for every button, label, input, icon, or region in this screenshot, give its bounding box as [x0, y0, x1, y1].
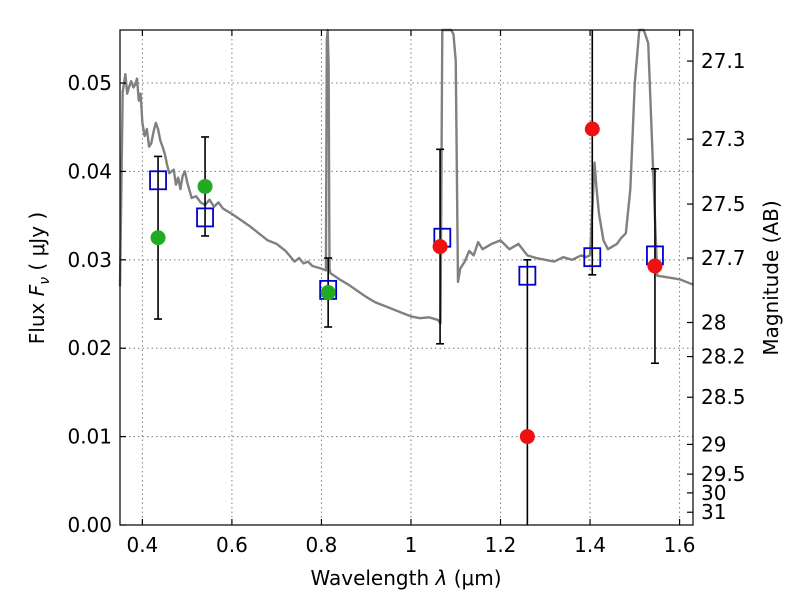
y2-tick-label-7: 29	[701, 432, 726, 456]
x-tick-label-2: 0.8	[306, 533, 338, 557]
y-tick-label-1: 0.01	[67, 425, 112, 449]
y2-tick-label-5: 28.2	[701, 345, 746, 369]
y2-tick-label-2: 27.5	[701, 192, 746, 216]
y2-tick-label-3: 27.7	[701, 246, 746, 270]
nondetections-marker-3	[647, 258, 663, 274]
model-photometry-marker-0	[149, 170, 167, 191]
y2-axis-label: Magnitude (AB)	[759, 200, 783, 355]
detections-marker-2	[320, 285, 336, 301]
x-axis-ticks: 0.4 0.6 0.8 1 1.2 1.4 1.6	[126, 30, 695, 557]
y-tick-label-0: 0.00	[67, 513, 112, 537]
y2-tick-label-4: 28	[701, 311, 726, 335]
x-tick-label-3: 1	[405, 533, 418, 557]
y-tick-label-3: 0.03	[67, 248, 112, 272]
y-axis-label: Flux Fν ( μJy )	[25, 212, 53, 344]
x-tick-label-4: 1.2	[485, 533, 517, 557]
y-tick-label-5: 0.05	[67, 71, 112, 95]
detections-marker-0	[150, 230, 166, 246]
y2-tick-label-10: 31	[701, 500, 726, 524]
nondetections-marker-2	[584, 121, 600, 137]
nondetections-marker-1	[519, 429, 535, 445]
nondetections-marker-0	[432, 239, 448, 255]
x-tick-label-1: 0.6	[216, 533, 248, 557]
grid	[120, 30, 693, 525]
y2-tick-label-1: 27.3	[701, 127, 746, 151]
model-photometry-marker-4	[518, 265, 537, 286]
model-spectrum-line	[118, 28, 694, 325]
y-tick-label-4: 0.04	[67, 159, 112, 183]
model-photometry-marker-1	[196, 207, 214, 228]
y2-tick-label-6: 28.5	[701, 385, 746, 409]
x-tick-label-5: 1.4	[574, 533, 606, 557]
error-bars	[154, 30, 659, 525]
y2-tick-label-9: 30	[701, 481, 726, 505]
markers	[149, 121, 664, 445]
plot-frame	[119, 29, 694, 526]
y-axis-ticks: 0.00 0.01 0.02 0.03 0.04 0.05	[67, 71, 126, 537]
model-spectrum	[118, 28, 694, 325]
x-axis-label: Wavelength λ (μm)	[310, 566, 501, 590]
y2-tick-label-0: 27.1	[701, 49, 746, 73]
model-photometry-marker-5	[583, 247, 602, 268]
x-tick-label-0: 0.4	[126, 533, 158, 557]
x-tick-label-6: 1.6	[664, 533, 696, 557]
detections-marker-1	[197, 178, 213, 194]
y2-tick-label-8: 29.5	[701, 462, 746, 486]
y-tick-label-2: 0.02	[67, 336, 112, 360]
